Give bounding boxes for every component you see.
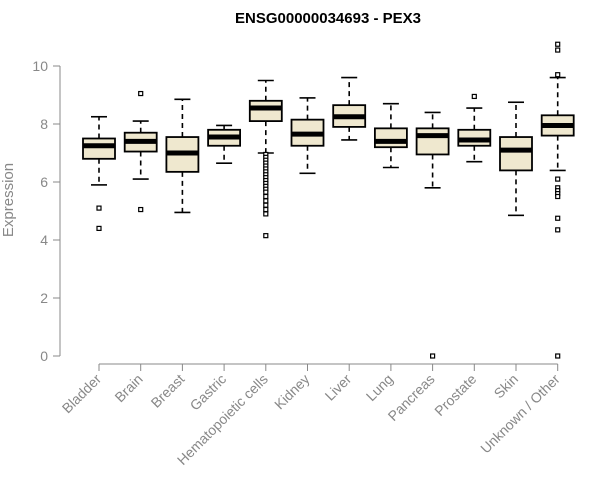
iqr-box — [248, 99, 283, 123]
box-pancreas — [415, 111, 450, 359]
iqr-box — [82, 137, 116, 160]
outlier-point — [138, 206, 144, 213]
outlier-point — [555, 353, 561, 359]
outlier-point — [555, 227, 561, 233]
box-brain — [123, 90, 158, 213]
x-tick-label: Prostate — [431, 371, 479, 419]
y-tick-label: 10 — [32, 58, 48, 74]
x-tick-label: Skin — [491, 371, 522, 402]
outlier-point — [555, 193, 561, 200]
outlier-point — [555, 41, 561, 47]
outlier-point — [263, 211, 269, 217]
box-hematopoietic-cells — [248, 79, 283, 239]
outlier-point — [263, 193, 269, 200]
box-prostate — [457, 93, 492, 163]
chart-title: ENSG00000034693 - PEX3 — [235, 10, 421, 27]
box-unknown-other — [540, 41, 575, 359]
outlier-point — [96, 225, 102, 231]
outlier-point — [263, 189, 269, 195]
box-kidney — [290, 97, 325, 175]
outlier-point — [555, 176, 561, 182]
box-lung — [373, 102, 408, 169]
x-tick-label: Breast — [148, 371, 188, 411]
x-tick-label: Brain — [111, 371, 145, 405]
outlier-point — [555, 72, 561, 78]
y-axis-label: Expression — [0, 163, 17, 237]
outlier-point — [430, 353, 436, 359]
outlier-point — [263, 233, 269, 239]
outlier-point — [555, 47, 561, 53]
x-tick-label: Unknown / Other — [477, 371, 563, 457]
box-skin — [499, 101, 533, 217]
y-tick-label: 6 — [40, 174, 48, 190]
box-gastric — [207, 124, 242, 164]
x-tick-label: Bladder — [59, 371, 105, 417]
outlier-point — [263, 206, 269, 213]
iqr-box — [499, 136, 533, 172]
iqr-box — [373, 127, 408, 149]
y-tick-label: 0 — [40, 348, 48, 364]
outlier-point — [471, 93, 477, 100]
outlier-point — [263, 202, 269, 208]
y-tick-label: 8 — [40, 116, 48, 132]
x-tick-label: Liver — [322, 371, 355, 404]
y-axis: 0 2 4 6 8 10 — [32, 58, 61, 364]
iqr-box — [415, 127, 450, 156]
x-tick-label: Kidney — [271, 371, 313, 413]
outlier-point — [96, 205, 102, 211]
box-bladder — [82, 115, 116, 231]
boxes-layer — [82, 41, 575, 359]
y-tick-label: 4 — [40, 232, 48, 248]
box-liver — [332, 76, 367, 141]
y-tick-label: 2 — [40, 290, 48, 306]
x-tick-label: Lung — [363, 371, 396, 404]
outlier-point — [263, 198, 269, 204]
outlier-point — [555, 215, 561, 221]
outlier-point — [138, 90, 144, 97]
box-breast — [165, 98, 200, 214]
